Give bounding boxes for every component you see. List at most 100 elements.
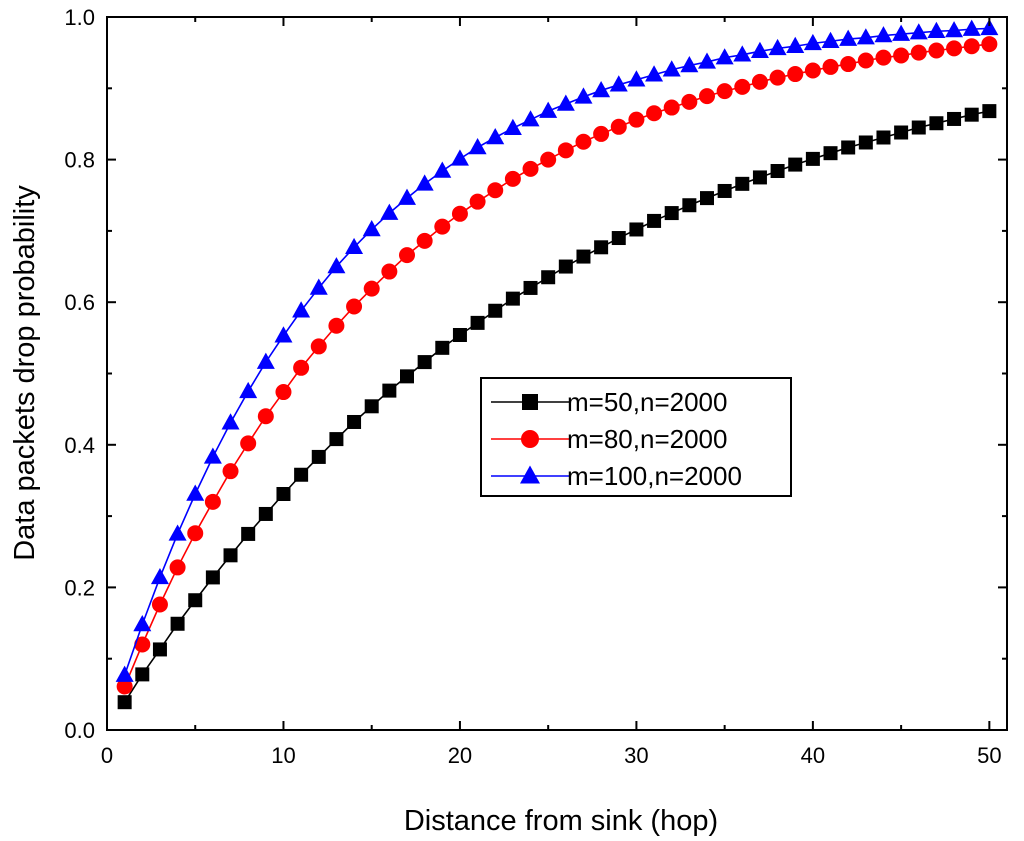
data-point [945,21,964,38]
data-point [892,24,911,41]
data-point [363,280,380,297]
series-1 [117,104,997,710]
data-point [716,83,733,100]
data-point [786,36,805,53]
axes-layer: 0 10 20 30 40 50 0.0 0.2 0.4 0.6 0.8 1.0 [64,5,1008,768]
data-point [593,125,610,142]
data-point [928,42,945,59]
data-point [893,47,910,64]
data-point [135,667,150,682]
data-point [347,414,362,429]
data-point [558,259,573,274]
data-point [364,399,379,414]
data-point [434,218,451,235]
x-tick-label: 40 [801,743,825,768]
data-point [752,170,767,185]
data-point [186,484,205,501]
data-point [874,26,893,43]
data-point [856,28,875,45]
data-point [823,146,838,161]
data-point [646,105,663,122]
data-point [523,280,538,295]
data-point [768,38,787,56]
legend: m=50,n=2000 m=80,n=2000 m=100,n=2000 [480,377,792,497]
data-point [168,524,187,541]
data-point [150,567,169,585]
data-point [435,340,450,355]
data-point [751,73,768,90]
data-point [821,31,840,48]
data-point [769,69,786,86]
data-point [257,408,274,425]
data-point [788,157,803,172]
series-2 [116,36,998,695]
data-point [346,298,363,315]
x-axis-title: Distance from sink (hop) [404,805,718,837]
data-point [170,616,185,631]
data-point [433,161,452,178]
data-point [647,213,662,228]
y-tick-label: 0.6 [64,290,95,315]
data-point [486,128,505,145]
y-tick-label: 0.8 [64,148,95,173]
data-point [398,188,416,205]
data-point [241,526,256,541]
data-point [450,149,469,166]
data-point [222,463,239,480]
data-point [400,369,414,384]
y-tick-label: 0.2 [64,575,95,600]
data-point [876,130,891,145]
data-point [733,45,752,62]
data-point [839,29,858,46]
data-point [204,493,221,510]
data-point [575,133,592,150]
data-point [239,381,258,399]
data-point [629,222,644,237]
data-point [982,104,997,119]
data-point [627,70,646,87]
data-point [488,303,503,318]
data-point [805,151,820,166]
data-point [698,52,716,69]
data-point [963,38,980,55]
legend-entry: m=100,n=2000 [491,461,742,491]
data-point [909,23,928,40]
data-point [276,486,291,501]
data-point [734,78,751,95]
data-point [258,506,273,521]
data-point [522,160,539,177]
x-tick-label: 20 [448,743,472,768]
data-point [521,110,540,127]
data-point [240,435,257,452]
legend-marker [522,394,538,410]
data-point [787,66,804,83]
data-point [715,48,734,65]
data-point [857,52,874,69]
data-point [858,135,873,150]
data-point [133,615,152,632]
data-point [576,249,591,264]
data-point [664,206,679,221]
data-point [680,56,699,73]
data-point [380,203,399,220]
data-point [362,220,381,237]
data-point [294,467,309,482]
y-tick-label: 1.0 [64,5,95,30]
data-point [309,278,328,295]
data-point [592,80,611,98]
data-point [381,263,398,280]
data-point [645,65,664,82]
data-point [134,636,151,653]
data-point [345,237,364,255]
data-point [468,138,487,155]
data-point [187,525,204,542]
data-point [311,449,326,464]
data-point [327,257,346,274]
data-point [681,93,698,110]
data-point [557,142,574,159]
data-point [981,36,998,53]
data-point [451,205,468,222]
data-point [611,231,626,246]
data-point [804,62,821,79]
